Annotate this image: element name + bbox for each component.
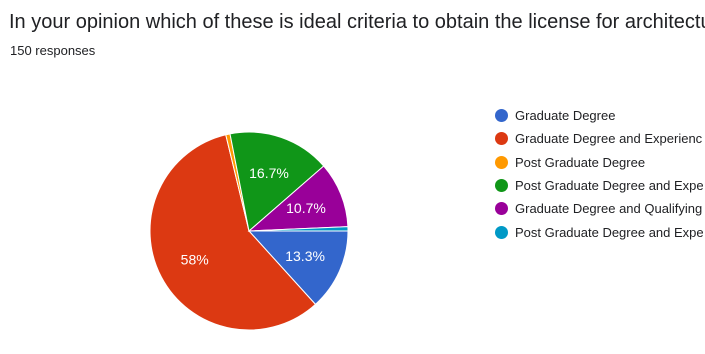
pie-slice bbox=[248, 226, 349, 232]
legend-item[interactable]: Post Graduate Degree bbox=[495, 151, 705, 174]
legend-swatch-icon bbox=[495, 155, 508, 169]
pie-slice bbox=[247, 230, 349, 306]
slice-data-label: 58% bbox=[181, 252, 209, 268]
slice-data-label: 10.7% bbox=[286, 200, 326, 216]
pie-slice bbox=[247, 165, 349, 232]
legend-label: Graduate Degree and Qualifying bbox=[515, 201, 703, 217]
legend-swatch-icon bbox=[495, 225, 508, 239]
slice-data-label: 16.7% bbox=[249, 165, 289, 181]
legend-label: Graduate Degree and Experienc bbox=[515, 131, 703, 147]
legend-swatch-icon bbox=[495, 109, 508, 123]
response-count: 150 responses bbox=[10, 43, 96, 58]
legend-label: Post Graduate Degree and Expe bbox=[515, 224, 704, 240]
legend-label: Graduate Degree bbox=[515, 108, 616, 124]
legend-label: Post Graduate Degree bbox=[515, 154, 646, 170]
legend-item[interactable]: Graduate Degree bbox=[495, 104, 705, 127]
legend-item[interactable]: Post Graduate Degree and Expe bbox=[495, 174, 705, 197]
legend-item[interactable]: Graduate Degree and Qualifying bbox=[495, 197, 705, 220]
legend-item[interactable]: Graduate Degree and Experienc bbox=[495, 127, 705, 150]
chart-title: In your opinion which of these is ideal … bbox=[9, 11, 705, 33]
chart-legend: Graduate Degree Graduate Degree and Exper… bbox=[495, 104, 705, 244]
legend-swatch-icon bbox=[495, 132, 508, 146]
legend-item[interactable]: Post Graduate Degree and Expe bbox=[495, 220, 705, 243]
pie-slice bbox=[149, 134, 317, 331]
legend-swatch-icon bbox=[495, 202, 508, 216]
pie-slice bbox=[229, 131, 325, 232]
slice-data-label: 13.3% bbox=[285, 248, 325, 264]
legend-swatch-icon bbox=[495, 179, 508, 193]
legend-label: Post Graduate Degree and Expe bbox=[515, 178, 704, 194]
